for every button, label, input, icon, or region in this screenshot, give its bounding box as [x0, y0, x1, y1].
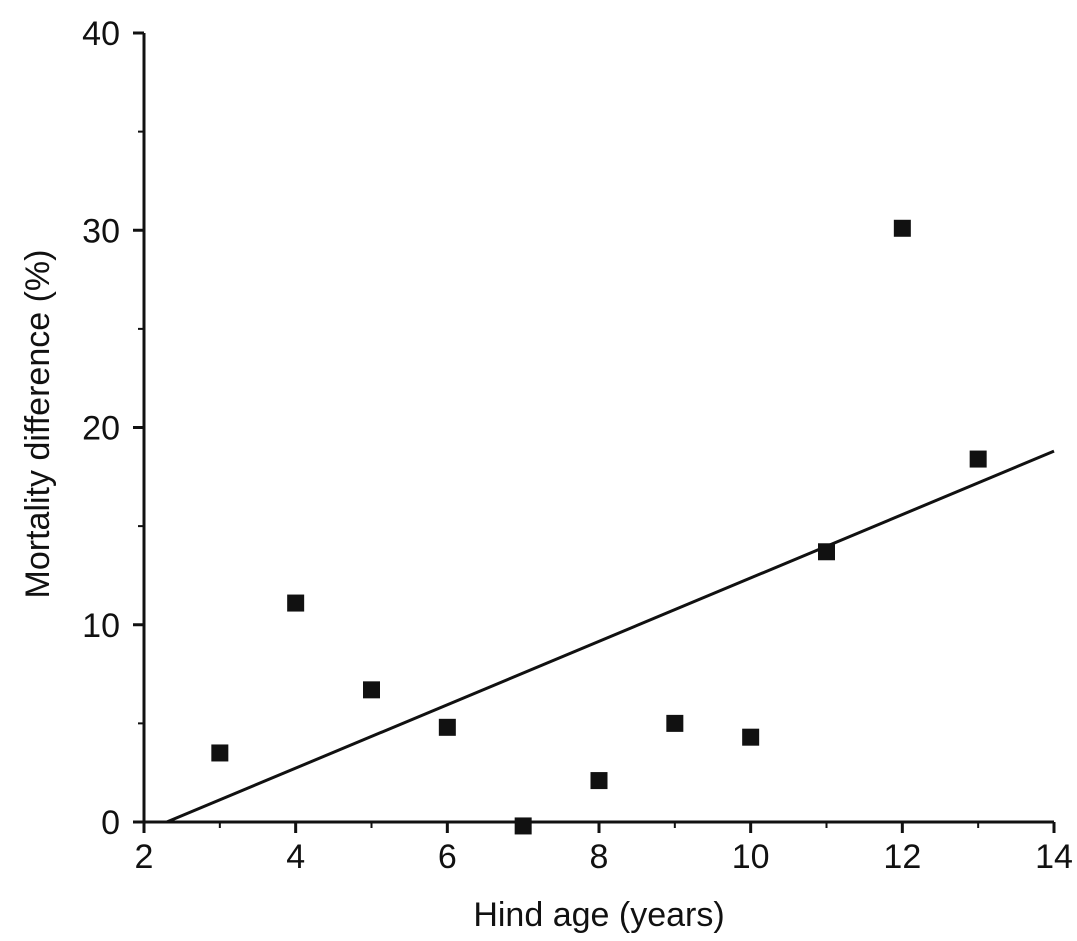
- data-point: [363, 681, 380, 699]
- data-point: [514, 817, 532, 835]
- data-point: [969, 450, 987, 468]
- x-tick-label: 6: [438, 838, 457, 876]
- y-tick-label: 20: [82, 410, 120, 448]
- y-tick-label: 30: [82, 212, 120, 250]
- data-point: [211, 744, 229, 762]
- x-tick-label: 12: [883, 838, 921, 876]
- trend-line-group: [166, 449, 1055, 824]
- x-tick-label: 2: [135, 838, 154, 876]
- data-point: [666, 714, 684, 732]
- data-point: [287, 594, 305, 612]
- x-tick-label: 8: [590, 838, 609, 876]
- x-tick-label: 14: [1035, 838, 1073, 876]
- data-point: [742, 728, 760, 746]
- x-tick-label: 4: [286, 838, 305, 876]
- data-point: [818, 543, 835, 561]
- trend-line: [166, 449, 1055, 824]
- data-point: [893, 219, 911, 237]
- y-tick-label: 40: [82, 15, 120, 53]
- x-axis-title: Hind age (years): [473, 896, 724, 934]
- ticks: [133, 31, 1056, 833]
- data-points: [211, 219, 987, 835]
- tick-labels: 2 4 6 8 10 12 14 0 10 20 30 40: [82, 15, 1073, 876]
- data-point: [590, 772, 608, 790]
- y-axis-title: Mortality difference (%): [19, 250, 57, 599]
- x-tick-label: 10: [732, 838, 770, 876]
- y-tick-label: 0: [101, 804, 120, 842]
- y-tick-label: 10: [82, 607, 120, 645]
- axes: [142, 33, 1054, 824]
- data-point: [438, 718, 456, 736]
